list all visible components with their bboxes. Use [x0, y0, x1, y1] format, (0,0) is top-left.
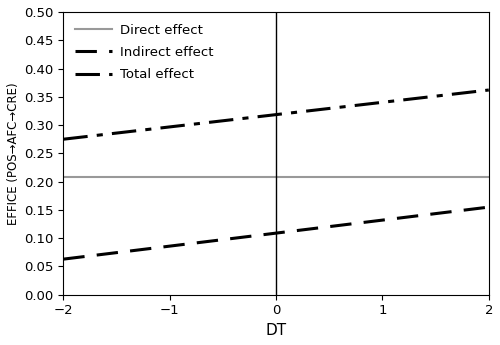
Direct effect — [320, 175, 326, 179]
Indirect effect — [446, 210, 452, 214]
Total effect — [314, 108, 320, 112]
Line: Indirect effect: Indirect effect — [64, 207, 489, 259]
Total effect — [312, 108, 318, 112]
Total effect — [446, 92, 452, 97]
Direct effect — [446, 175, 452, 179]
Indirect effect — [312, 226, 318, 230]
Total effect — [320, 107, 326, 111]
Direct effect — [62, 175, 68, 179]
Indirect effect — [314, 226, 320, 230]
Total effect — [486, 88, 492, 92]
Indirect effect — [60, 257, 66, 261]
Y-axis label: EFFICE (POS→AFC→CRE): EFFICE (POS→AFC→CRE) — [7, 82, 20, 225]
Total effect — [62, 137, 68, 141]
Line: Total effect: Total effect — [64, 90, 489, 139]
Indirect effect — [62, 257, 68, 261]
Indirect effect — [486, 205, 492, 209]
Total effect — [60, 137, 66, 141]
Direct effect — [486, 175, 492, 179]
X-axis label: DT: DT — [266, 323, 286, 338]
Direct effect — [312, 175, 318, 179]
Direct effect — [314, 175, 320, 179]
Indirect effect — [320, 225, 326, 229]
Total effect — [419, 96, 425, 100]
Direct effect — [419, 175, 425, 179]
Legend: Direct effect, Indirect effect, Total effect: Direct effect, Indirect effect, Total ef… — [70, 19, 219, 87]
Direct effect — [60, 175, 66, 179]
Indirect effect — [419, 213, 425, 217]
